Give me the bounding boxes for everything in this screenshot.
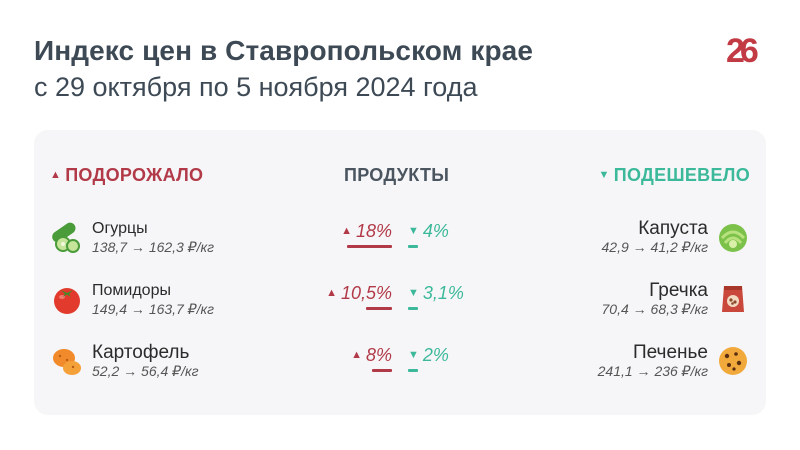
pct-up: ▲ 10,5%	[326, 282, 392, 310]
triangle-up-icon: ▲	[326, 287, 337, 299]
product-name: Огурцы	[92, 219, 148, 237]
product-price: 241,1 → 236 ₽/кг	[597, 362, 708, 379]
column-header-down-label: ПОДЕШЕВЕЛО	[613, 165, 750, 185]
triangle-up-icon: ▲	[351, 349, 362, 361]
product-down: Капуста 42,9 → 41,2 ₽/кг	[602, 212, 750, 262]
pct-down-bar	[408, 369, 418, 372]
triangle-down-icon: ▼	[408, 225, 419, 237]
cucumber-icon	[52, 222, 80, 253]
pct-up-bar	[372, 369, 392, 372]
cabbage-icon	[719, 224, 747, 252]
pct-down-value: 4%	[422, 221, 449, 241]
product-name: Печенье	[632, 341, 708, 363]
tomato-icon	[54, 288, 80, 314]
product-price: 42,9 → 41,2 ₽/кг	[601, 238, 708, 255]
potato-icon	[53, 349, 81, 375]
pct-up: ▲ 18%	[341, 220, 392, 248]
triangle-down-icon: ▼	[598, 169, 610, 181]
product-price: 70,4 → 68,3 ₽/кг	[601, 300, 708, 317]
price-row: Картофель 52,2 → 56,4 ₽/кг ▲ 8% ▼ 2% Печен…	[0, 336, 800, 386]
product-name: Помидоры	[92, 281, 171, 299]
title-block: Индекс цен в Ставропольском крае с 29 ок…	[34, 34, 533, 104]
pct-down-bar	[408, 307, 418, 310]
page-subtitle: с 29 октября по 5 ноября 2024 года	[34, 72, 478, 102]
product-price: 52,2 → 56,4 ₽/кг	[92, 362, 199, 379]
product-price: 149,4 → 163,7 ₽/кг	[92, 300, 215, 317]
pct-down-bar	[408, 245, 418, 248]
pct-up-value: 10,5%	[340, 283, 392, 303]
product-down: Печенье 241,1 → 236 ₽/кг	[598, 336, 750, 386]
product-price: 138,7 → 162,3 ₽/кг	[92, 238, 215, 255]
column-header-down: ▼ ПОДЕШЕВЕЛО	[599, 164, 750, 186]
triangle-down-icon: ▼	[408, 287, 419, 299]
pct-up-value: 18%	[355, 221, 392, 241]
product-name: Гречка	[649, 279, 708, 301]
pct-down: ▼ 3,1%	[408, 282, 464, 310]
product-down: Гречка 70,4 → 68,3 ₽/кг	[602, 274, 750, 324]
pct-down-value: 3,1%	[422, 283, 464, 303]
column-header-up-label: ПОДОРОЖАЛО	[65, 165, 204, 185]
logo-26-icon: 26	[726, 32, 763, 70]
price-card	[34, 130, 766, 415]
product-name: Картофель	[92, 341, 190, 363]
product-up: Огурцы 138,7 → 162,3 ₽/кг	[50, 212, 214, 262]
pct-down: ▼ 2%	[408, 344, 449, 372]
buckwheat-icon	[722, 286, 744, 312]
product-name: Капуста	[638, 217, 708, 239]
logo-text: 26	[726, 32, 758, 70]
price-row: Огурцы 138,7 → 162,3 ₽/кг ▲ 18% ▼ 4% Капус…	[0, 212, 800, 262]
column-header-up: ▲ ПОДОРОЖАЛО	[50, 164, 203, 186]
pct-up-value: 8%	[365, 345, 392, 365]
page-title: Индекс цен в Ставропольском крае	[34, 35, 533, 66]
triangle-up-icon: ▲	[341, 225, 352, 237]
price-row: Помидоры 149,4 → 163,7 ₽/кг ▲ 10,5% ▼ 3,1%…	[0, 274, 800, 324]
pct-up: ▲ 8%	[351, 344, 392, 372]
column-header-products: ПРОДУКТЫ	[344, 165, 450, 185]
pct-up-bar	[366, 307, 392, 310]
pct-up-bar	[347, 245, 392, 248]
pct-down-value: 2%	[422, 345, 449, 365]
product-up: Картофель 52,2 → 56,4 ₽/кг	[50, 336, 198, 386]
product-up: Помидоры 149,4 → 163,7 ₽/кг	[50, 274, 214, 324]
triangle-up-icon: ▲	[50, 169, 62, 181]
pct-down: ▼ 4%	[408, 220, 449, 248]
cookie-icon	[719, 347, 747, 375]
triangle-down-icon: ▼	[408, 349, 419, 361]
